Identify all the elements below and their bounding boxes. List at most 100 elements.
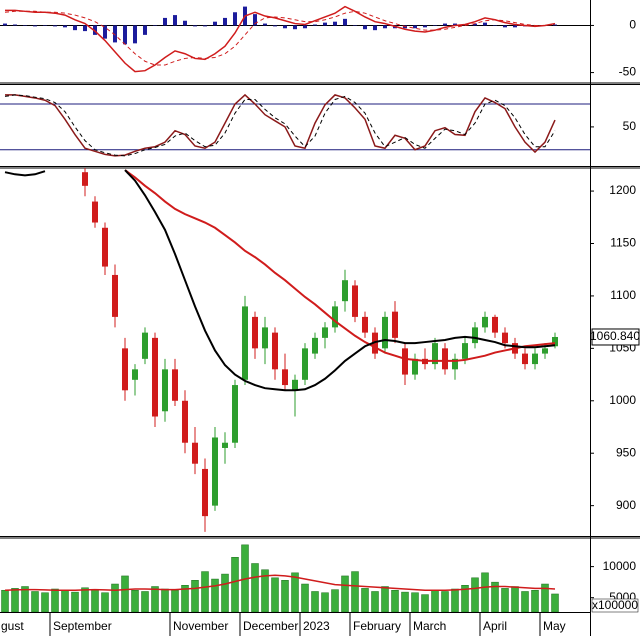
candle-body — [132, 369, 138, 380]
histogram-bar — [443, 23, 447, 26]
histogram-bar — [223, 17, 227, 26]
x-tick-label: gust — [1, 619, 24, 633]
volume-bar — [371, 591, 379, 612]
histogram-bar — [383, 25, 387, 29]
candle-body — [112, 274, 118, 317]
candle-body — [222, 442, 228, 448]
candle-body — [232, 385, 238, 443]
volume-bar — [11, 588, 19, 612]
unit-label: x100000 — [592, 598, 638, 612]
volume-bar — [191, 580, 199, 612]
volume-bar — [511, 586, 519, 612]
candle-body — [412, 358, 418, 375]
histogram-bar — [123, 25, 127, 45]
histogram-bar — [163, 17, 167, 26]
histogram-bar — [513, 25, 517, 28]
volume-bar — [441, 591, 449, 612]
candle-body — [442, 348, 448, 370]
volume-bar — [281, 580, 289, 612]
candle-body — [162, 369, 168, 412]
histogram-bar — [453, 23, 457, 26]
x-tick-label: May — [543, 619, 566, 633]
histogram-bar — [143, 25, 147, 35]
histogram-bar — [333, 21, 337, 26]
x-tick-label: 2023 — [303, 619, 330, 633]
candle-body — [332, 306, 338, 328]
histogram-bar — [273, 25, 277, 27]
volume-bar — [31, 591, 39, 612]
histogram-bar — [233, 12, 237, 26]
candle-body — [262, 327, 268, 349]
x-tick-label: November — [173, 619, 228, 633]
candle-body — [182, 400, 188, 443]
candle-body — [82, 172, 88, 186]
volume-bar — [391, 589, 399, 612]
volume-bar — [251, 563, 259, 612]
y-tick-label: 900 — [616, 498, 636, 512]
candle-body — [192, 442, 198, 464]
histogram-bar — [363, 25, 367, 30]
series-line — [4, 574, 556, 591]
y-tick-label: 10000 — [603, 559, 637, 573]
panel — [0, 93, 590, 157]
series-line — [5, 5, 556, 73]
volume-bar — [471, 577, 479, 612]
volume-bar — [411, 592, 419, 612]
histogram-bar — [63, 25, 67, 28]
candle-body — [102, 227, 108, 267]
volume-bar — [291, 572, 299, 612]
volume-bar — [91, 589, 99, 612]
y-tick-label: 1200 — [609, 183, 636, 197]
histogram-bar — [23, 25, 27, 26]
histogram-bar — [113, 25, 117, 43]
volume-bar — [521, 591, 529, 612]
series-line — [5, 93, 556, 157]
series-line — [4, 94, 556, 157]
histogram-bar — [433, 25, 437, 26]
volume-bar — [351, 571, 359, 612]
volume-bar — [491, 581, 499, 612]
volume-bar — [481, 572, 489, 612]
volume-bar — [71, 591, 79, 612]
volume-bar — [321, 592, 329, 612]
panel — [1, 544, 559, 612]
candle-body — [272, 332, 278, 370]
candle-body — [482, 316, 488, 328]
volume-bar — [201, 571, 209, 612]
histogram-bar — [483, 22, 487, 26]
volume-bar — [121, 575, 129, 612]
volume-bar — [111, 583, 119, 612]
volume-bar — [271, 577, 279, 612]
histogram-bar — [133, 25, 137, 44]
volume-bar — [541, 583, 549, 612]
histogram-bar — [213, 21, 217, 26]
histogram-bar — [283, 25, 287, 29]
histogram-bar — [183, 20, 187, 26]
candle-body — [302, 348, 308, 380]
histogram-bar — [263, 23, 267, 26]
volume-bar — [431, 589, 439, 612]
candle-body — [292, 379, 298, 391]
histogram-bar — [373, 25, 377, 31]
histogram-bar — [473, 23, 477, 26]
histogram-bar — [43, 25, 47, 26]
candle-body — [122, 348, 128, 391]
volume-bar — [61, 589, 69, 612]
volume-bar — [341, 575, 349, 612]
candle-body — [252, 316, 258, 349]
y-tick-label: 50 — [623, 119, 637, 133]
candle-body — [402, 348, 408, 375]
histogram-bar — [73, 25, 77, 31]
candle-body — [462, 343, 468, 359]
histogram-bar — [153, 25, 157, 26]
histogram-bar — [203, 25, 207, 27]
y-tick-label: -50 — [619, 65, 637, 79]
volume-bar — [221, 573, 229, 612]
last-price-label: 1060.840 — [590, 329, 640, 343]
volume-bar — [551, 593, 559, 612]
candle-body — [472, 327, 478, 344]
series-line — [124, 169, 556, 362]
volume-bar — [301, 583, 309, 612]
